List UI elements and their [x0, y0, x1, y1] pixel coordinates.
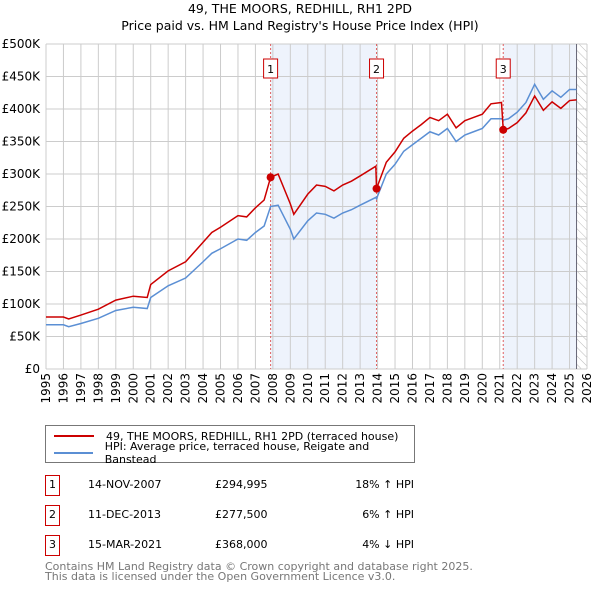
x-tick-label: 2007: [248, 373, 262, 404]
legend-item-price: 49, THE MOORS, REDHILL, RH1 2PD (terrace…: [54, 428, 398, 444]
footer-licence: This data is licensed under the Open Gov…: [45, 570, 396, 583]
sale-date: 14-NOV-2007: [88, 478, 162, 491]
x-tick-label: 2019: [458, 373, 472, 404]
y-tick-label: £300K: [2, 167, 42, 181]
sale-marker-label: 2: [373, 63, 380, 76]
x-tick-label: 2016: [405, 373, 419, 404]
sale-point: [499, 125, 508, 134]
chart-subtitle: Price paid vs. HM Land Registry's House …: [121, 18, 479, 33]
x-tick-label: 2022: [510, 373, 524, 404]
x-tick-label: 2003: [179, 373, 193, 404]
x-tick-label: 2011: [318, 373, 332, 404]
y-tick-label: £500K: [2, 37, 42, 51]
sale-marker-box: [263, 58, 279, 79]
y-tick-label: £150K: [2, 265, 42, 279]
sale-date: 11-DEC-2013: [88, 508, 162, 521]
sale-hpi-diff: 4% ↓ HPI: [362, 538, 414, 551]
x-tick-label: 2021: [493, 373, 507, 404]
x-tick-label: 2005: [214, 373, 228, 404]
chart-title: 49, THE MOORS, REDHILL, RH1 2PD: [187, 1, 413, 16]
x-tick-label: 2010: [301, 373, 315, 404]
footer-copyright: Contains HM Land Registry data © Crown c…: [45, 560, 473, 573]
legend-swatch-red: [54, 435, 94, 437]
x-tick-label: 2023: [528, 373, 542, 404]
x-tick-label: 1998: [91, 373, 105, 404]
sale-marker-label: 3: [500, 63, 507, 76]
x-tick-label: 2018: [440, 373, 454, 404]
y-tick-label: £450K: [2, 70, 42, 84]
sale-price: £294,995: [215, 478, 268, 491]
sale-marker-box: [369, 58, 385, 79]
y-tick-label: £250K: [2, 200, 42, 214]
x-tick-label: 2013: [353, 373, 367, 404]
plot-area: 1995 1996 1997 1998 1999 2000 2001 2002 2003 2004…: [2, 37, 594, 404]
x-tick-label: 2012: [336, 373, 350, 404]
legend-item-hpi: HPI: Average price, terraced house, Reig…: [54, 440, 414, 466]
x-tick-label: 2009: [283, 373, 297, 404]
x-tick-label: 1999: [109, 373, 123, 404]
y-tick-label: £200K: [2, 232, 42, 246]
sale-hpi-diff: 18% ↑ HPI: [355, 478, 414, 491]
sale-badge: 1: [45, 475, 60, 496]
sale-badge: 2: [45, 505, 60, 526]
legend-label: HPI: Average price, terraced house, Reig…: [104, 440, 370, 466]
x-tick-label: 2015: [388, 373, 402, 404]
sale-date: 15-MAR-2021: [88, 538, 163, 551]
x-tick-label: 1995: [39, 373, 53, 404]
y-tick-label: £0: [25, 362, 40, 376]
sale-price: £277,500: [215, 508, 268, 521]
legend-label: 49, THE MOORS, REDHILL, RH1 2PD (terrace…: [106, 429, 399, 443]
x-tick-label: 2024: [545, 373, 559, 404]
x-tick-label: 2020: [475, 373, 489, 404]
x-tick-label: 2025: [563, 373, 577, 404]
sale-row: 2 11-DEC-2013 £277,500 6% ↑ HPI: [45, 505, 445, 526]
x-tick-label: 2000: [126, 373, 140, 404]
sale-point: [372, 184, 381, 193]
x-tick-label: 1996: [56, 373, 70, 404]
sale-price: £368,000: [215, 538, 268, 551]
sale-hpi-diff: 6% ↑ HPI: [362, 508, 414, 521]
x-tick-label: 2001: [144, 373, 158, 404]
sale-marker-label: 1: [267, 63, 274, 76]
y-tick-label: £350K: [2, 135, 42, 149]
legend: 49, THE MOORS, REDHILL, RH1 2PD (terrace…: [45, 425, 415, 466]
x-tick-label: 2026: [580, 373, 594, 404]
x-tick-label: 2014: [371, 373, 385, 404]
x-tick-label: 2017: [423, 373, 437, 404]
y-tick-label: £100K: [2, 297, 42, 311]
y-tick-label: £50K: [9, 330, 41, 344]
y-tick-label: £400K: [2, 102, 42, 116]
legend-swatch-blue: [54, 452, 93, 454]
x-tick-label: 2008: [266, 373, 280, 404]
sale-badge: 3: [45, 535, 60, 556]
sale-marker-box: [495, 58, 511, 79]
sale-row: 1 14-NOV-2007 £294,995 18% ↑ HPI: [45, 475, 445, 496]
x-tick-label: 2004: [196, 373, 210, 404]
x-tick-label: 2002: [161, 373, 175, 404]
sale-row: 3 15-MAR-2021 £368,000 4% ↓ HPI: [45, 535, 445, 556]
sale-point: [266, 173, 275, 182]
x-tick-label: 2006: [231, 373, 245, 404]
x-tick-label: 1997: [74, 373, 88, 404]
